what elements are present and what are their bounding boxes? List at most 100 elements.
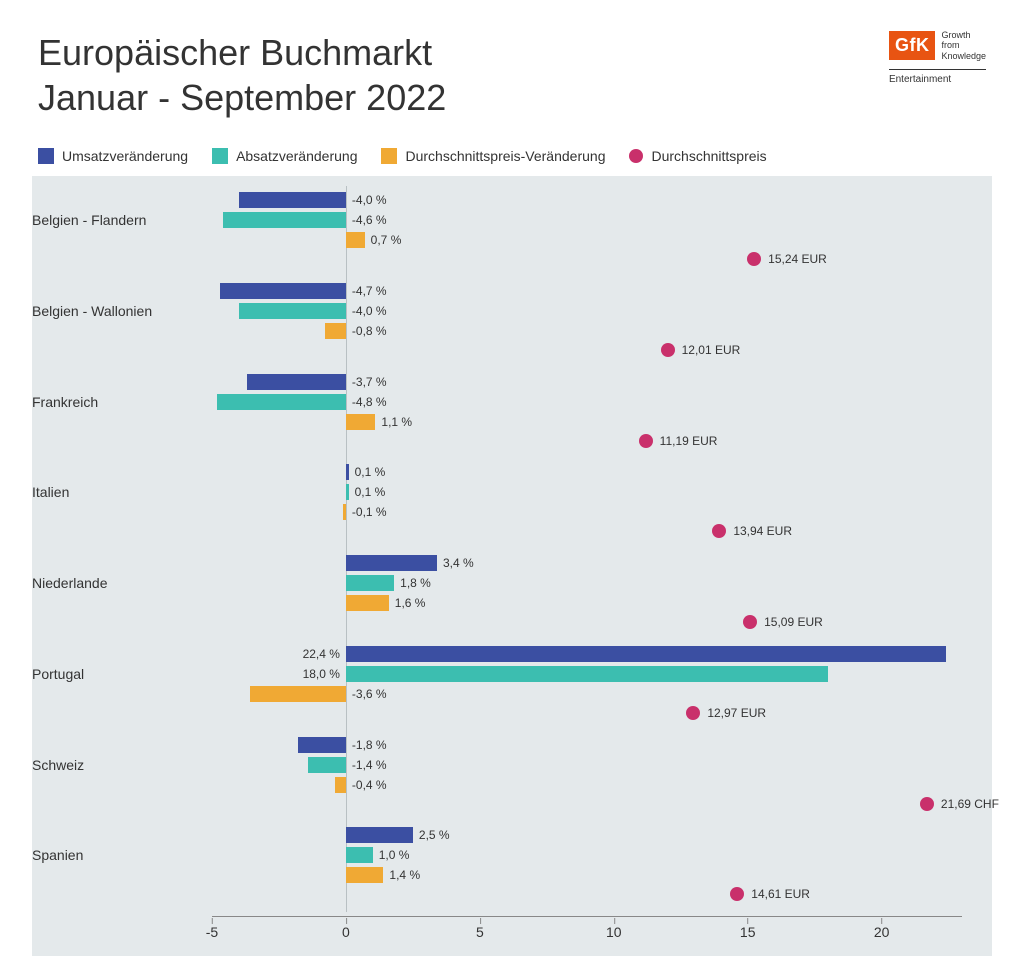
country-group: Frankreich-3,7 %-4,8 %1,1 %11,19 EUR bbox=[212, 368, 962, 459]
bar-value-label: -1,4 % bbox=[352, 757, 387, 773]
logo-box: GfK bbox=[889, 31, 936, 60]
price-dot bbox=[639, 434, 653, 448]
x-tick-mark bbox=[480, 918, 481, 924]
bar-value-label: 18,0 % bbox=[303, 666, 340, 682]
bar bbox=[346, 414, 375, 430]
price-dot bbox=[686, 706, 700, 720]
bar bbox=[247, 374, 346, 390]
country-label: Belgien - Flandern bbox=[32, 212, 200, 228]
price-label: 21,69 CHF bbox=[941, 797, 999, 811]
bar-value-label: 1,0 % bbox=[379, 847, 410, 863]
bar bbox=[346, 595, 389, 611]
bar bbox=[346, 232, 365, 248]
price-label: 15,24 EUR bbox=[768, 252, 827, 266]
bar bbox=[250, 686, 346, 702]
price-dot bbox=[747, 252, 761, 266]
x-tick-label: 10 bbox=[606, 912, 622, 940]
x-axis: -505101520 bbox=[212, 912, 962, 956]
chart-area: Belgien - Flandern -4,0 % -4,6 % 0,7 % 15,24… bbox=[32, 176, 992, 956]
x-tick-mark bbox=[614, 918, 615, 924]
bar-value-label: 0,1 % bbox=[355, 464, 386, 480]
bar-value-label: 22,4 % bbox=[303, 646, 340, 662]
x-tick-mark bbox=[882, 918, 883, 924]
price-label: 14,61 EUR bbox=[751, 887, 810, 901]
bar-value-label: -4,6 % bbox=[352, 212, 387, 228]
bar bbox=[223, 212, 346, 228]
country-group: Belgien - Wallonien-4,7 %-4,0 %-0,8 %12,… bbox=[212, 277, 962, 368]
country-group: Portugal22,4 %18,0 %-3,6 %12,97 EUR bbox=[212, 640, 962, 731]
legend-swatch-icon bbox=[212, 148, 228, 164]
price-dot bbox=[730, 887, 744, 901]
bar bbox=[239, 303, 346, 319]
bar bbox=[346, 484, 349, 500]
price-label: 12,01 EUR bbox=[682, 343, 741, 357]
bar-value-label: 0,7 % bbox=[371, 232, 402, 248]
bar-value-label: 1,6 % bbox=[395, 595, 426, 611]
legend-item: Umsatzveränderung bbox=[38, 148, 188, 164]
bar-value-label: 3,4 % bbox=[443, 555, 474, 571]
header: Europäischer Buchmarkt Januar - Septembe… bbox=[0, 0, 1024, 130]
legend-label: Durchschnittspreis-Veränderung bbox=[405, 148, 605, 164]
bar bbox=[346, 867, 384, 883]
price-dot bbox=[743, 615, 757, 629]
price-dot bbox=[920, 797, 934, 811]
bar-value-label: -4,0 % bbox=[352, 192, 387, 208]
bar-value-label: -0,8 % bbox=[352, 323, 387, 339]
legend-label: Umsatzveränderung bbox=[62, 148, 188, 164]
country-group: Schweiz-1,8 %-1,4 %-0,4 %21,69 CHF bbox=[212, 731, 962, 822]
bar bbox=[343, 504, 346, 520]
bar-value-label: -4,0 % bbox=[352, 303, 387, 319]
chart-legend: Umsatzveränderung Absatzveränderung Durchs… bbox=[0, 130, 1024, 176]
title-line-1: Europäischer Buchmarkt bbox=[38, 32, 432, 73]
legend-label: Durchschnittspreis bbox=[651, 148, 766, 164]
bar-value-label: -3,7 % bbox=[352, 374, 387, 390]
bar bbox=[298, 737, 346, 753]
legend-dot-icon bbox=[629, 149, 643, 163]
bar bbox=[239, 192, 346, 208]
legend-swatch-icon bbox=[38, 148, 54, 164]
price-dot bbox=[712, 524, 726, 538]
country-label: Niederlande bbox=[32, 575, 200, 591]
bar-value-label: -4,7 % bbox=[352, 283, 387, 299]
price-dot bbox=[661, 343, 675, 357]
legend-label: Absatzveränderung bbox=[236, 148, 357, 164]
title-line-2: Januar - September 2022 bbox=[38, 77, 446, 118]
logo-subtitle: Entertainment bbox=[889, 74, 951, 85]
bar bbox=[220, 283, 346, 299]
x-tick-label: 5 bbox=[476, 912, 484, 940]
bar bbox=[308, 757, 346, 773]
x-tick-label: 20 bbox=[874, 912, 890, 940]
country-label: Portugal bbox=[32, 666, 200, 682]
bar-value-label: 1,4 % bbox=[389, 867, 420, 883]
country-label: Spanien bbox=[32, 847, 200, 863]
bar-value-label: -1,8 % bbox=[352, 737, 387, 753]
country-group: Belgien - Flandern-4,0 %-4,6 %0,7 %15,24… bbox=[212, 186, 962, 277]
gfk-logo: GfK Growth from Knowledge Entertainment bbox=[889, 30, 986, 85]
bar bbox=[335, 777, 346, 793]
page-title: Europäischer Buchmarkt Januar - Septembe… bbox=[38, 30, 446, 120]
bar bbox=[346, 827, 413, 843]
logo-row: GfK Growth from Knowledge bbox=[889, 30, 986, 61]
price-label: 11,19 EUR bbox=[660, 434, 718, 448]
bar bbox=[346, 847, 373, 863]
country-group: Niederlande3,4 %1,8 %1,6 %15,09 EUR bbox=[212, 549, 962, 640]
x-tick-mark bbox=[346, 918, 347, 924]
bar-value-label: 1,8 % bbox=[400, 575, 431, 591]
bar bbox=[346, 666, 828, 682]
legend-item: Durchschnittspreis-Veränderung bbox=[381, 148, 605, 164]
x-tick-label: -5 bbox=[206, 912, 218, 940]
price-label: 12,97 EUR bbox=[707, 706, 766, 720]
bar bbox=[325, 323, 346, 339]
bar bbox=[346, 555, 437, 571]
logo-divider bbox=[889, 69, 986, 70]
country-group: Italien0,1 %0,1 %-0,1 %13,94 EUR bbox=[212, 458, 962, 549]
legend-item: Durchschnittspreis bbox=[629, 148, 766, 164]
bar bbox=[346, 464, 349, 480]
country-label: Frankreich bbox=[32, 394, 200, 410]
x-axis-line bbox=[212, 916, 962, 917]
legend-swatch-icon bbox=[381, 148, 397, 164]
x-tick-mark bbox=[212, 918, 213, 924]
legend-item: Absatzveränderung bbox=[212, 148, 357, 164]
price-label: 13,94 EUR bbox=[733, 524, 792, 538]
bar-value-label: -4,8 % bbox=[352, 394, 387, 410]
